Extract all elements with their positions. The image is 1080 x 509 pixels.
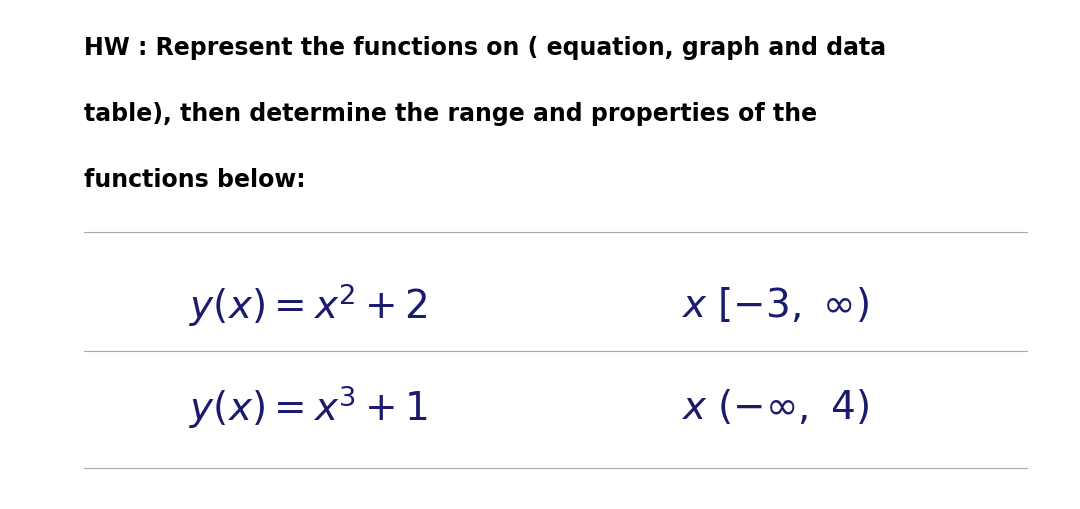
- Text: functions below:: functions below:: [84, 168, 306, 192]
- Text: $y(x) = x^2 + 2$: $y(x) = x^2 + 2$: [189, 281, 428, 329]
- Text: $y(x) = x^3 + 1$: $y(x) = x^3 + 1$: [189, 383, 428, 431]
- Text: table), then determine the range and properties of the: table), then determine the range and pro…: [84, 102, 816, 126]
- Text: $x\ [-3,\ \infty)$: $x\ [-3,\ \infty)$: [681, 286, 869, 325]
- Text: HW : Represent the functions on ( equation, graph and data: HW : Represent the functions on ( equati…: [84, 36, 886, 60]
- Text: $x\ (-\infty,\ 4)$: $x\ (-\infty,\ 4)$: [681, 388, 869, 427]
